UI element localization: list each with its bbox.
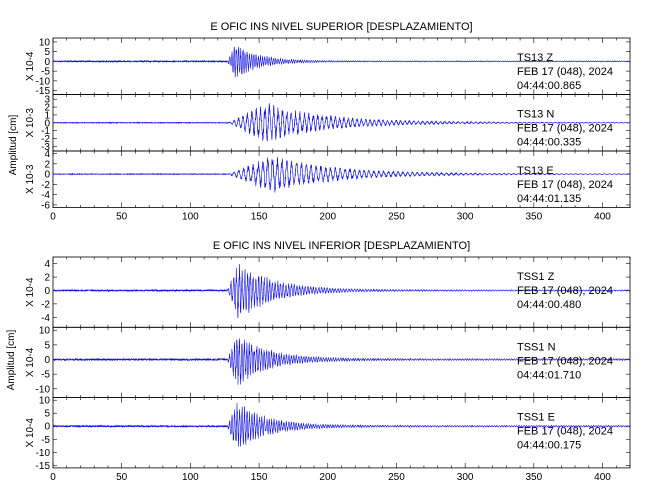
scale-label: X 10-4 [25, 347, 36, 377]
y-axis-label: Amplitud [cm] [8, 114, 19, 175]
y-axis-label: Amplitud [cm] [6, 329, 17, 390]
y-tick-label: -10 [36, 76, 51, 87]
date-label: FEB 17 (048), 2024 [517, 179, 613, 191]
y-tick-label: 0 [44, 170, 50, 181]
scale-label: X 10-4 [25, 418, 36, 448]
chart-title: E OFIC INS NIVEL INFERIOR [DESPLAZAMIENT… [213, 240, 470, 252]
station-component-label: TSS1 E [517, 412, 555, 424]
x-tick-label: 200 [319, 472, 336, 483]
x-tick-label: 100 [182, 212, 199, 223]
seismic-trace-TSS1-N [52, 338, 630, 385]
y-tick-label: -2 [41, 299, 50, 310]
y-tick-label: 0 [44, 286, 50, 297]
y-tick-label: -6 [41, 200, 50, 211]
seismic-trace-TS13-N [52, 102, 630, 142]
y-tick-label: -1 [41, 126, 50, 137]
x-tick-label: 300 [457, 472, 474, 483]
date-label: FEB 17 (048), 2024 [517, 66, 613, 78]
y-tick-label: -5 [41, 67, 50, 78]
y-tick-label: 5 [44, 409, 50, 420]
trace-panel-TSS1-E: 10 5 0 -5 -10 -15 X 10-4 TSS1 E FEB 17 (048), 20… [25, 396, 631, 472]
x-tick-label: 50 [116, 212, 128, 223]
x-tick-label: 150 [251, 212, 268, 223]
y-tick-label: 0 [44, 57, 50, 68]
x-tick-label: 350 [525, 212, 542, 223]
y-tick-label: -5 [41, 370, 50, 381]
time-label: 04:44:00.865 [517, 80, 581, 92]
y-tick-label: -2 [41, 134, 50, 145]
y-tick-label: 2 [44, 273, 50, 284]
scale-label: X 10-3 [25, 108, 36, 138]
y-tick-label: 4 [44, 259, 50, 270]
date-label: FEB 17 (048), 2024 [517, 426, 613, 438]
time-label: 04:44:01.710 [517, 369, 581, 381]
seismic-trace-TSS1-E [52, 402, 630, 447]
time-label: 04:44:00.335 [517, 137, 581, 149]
time-label: 04:44:00.175 [517, 440, 581, 452]
trace-panel-TSS1-Z: 4 2 0 -2 -4 X 10-4 TSS1 Z FEB 17 (048), 2024 04:… [25, 256, 631, 328]
time-label: 04:44:01.135 [517, 193, 581, 205]
y-tick-label: 2 [44, 159, 50, 170]
date-label: FEB 17 (048), 2024 [517, 123, 613, 135]
y-tick-label: 0 [44, 422, 50, 433]
y-tick-label: 3 [44, 95, 50, 106]
x-tick-label: 200 [319, 212, 336, 223]
y-tick-label: -10 [36, 384, 51, 395]
y-tick-label: -4 [41, 313, 50, 324]
scale-label: X 10-4 [25, 51, 36, 81]
chart-group-2: E OFIC INS NIVEL INFERIOR [DESPLAZAMIENT… [6, 240, 631, 483]
scale-label: X 10-3 [25, 164, 36, 194]
y-tick-label: 1 [44, 110, 50, 121]
station-component-label: TS13 N [517, 109, 554, 121]
time-label: 04:44:00.480 [517, 299, 581, 311]
x-tick-label: 150 [251, 472, 268, 483]
station-component-label: TS13 E [517, 165, 554, 177]
trace-panel-TSS1-N: 10 5 0 -5 -10X 10-4 TSS1 N FEB 17 (048), 2024 0… [25, 326, 631, 398]
station-component-label: TS13 Z [517, 52, 553, 64]
x-tick-label: 400 [594, 472, 611, 483]
y-tick-label: 2 [44, 103, 50, 114]
date-label: FEB 17 (048), 2024 [517, 355, 613, 367]
station-component-label: TSS1 Z [517, 271, 555, 283]
y-tick-label: -15 [36, 461, 51, 472]
trace-panel-TS13-E: 420-2-4-6 X 10-3 TS13 E FEB 17 (048), 2024 0… [25, 149, 631, 211]
y-tick-label: -3 [41, 142, 50, 153]
x-tick-label: 0 [50, 212, 56, 223]
x-tick-label: 250 [388, 472, 405, 483]
x-tick-label: 100 [182, 472, 199, 483]
y-tick-label: 10 [39, 396, 51, 407]
y-tick-label: 0 [44, 118, 50, 129]
x-tick-label: 400 [594, 212, 611, 223]
y-tick-label: -5 [41, 435, 50, 446]
seismic-trace-TS13-Z [52, 46, 631, 78]
x-tick-label: 250 [388, 212, 405, 223]
station-component-label: TSS1 N [517, 341, 556, 353]
x-tick-label: 0 [50, 472, 56, 483]
y-tick-label: 10 [39, 37, 51, 48]
x-tick-label: 50 [116, 472, 128, 483]
scale-label: X 10-4 [25, 277, 36, 307]
y-tick-label: 0 [44, 355, 50, 366]
y-tick-label: -15 [36, 86, 51, 97]
y-tick-label: 10 [39, 326, 51, 337]
y-tick-label: 5 [44, 47, 50, 58]
chart-title: E OFIC INS NIVEL SUPERIOR [DESPLAZAMIENT… [210, 21, 472, 33]
y-tick-label: 5 [44, 340, 50, 351]
y-tick-label: -2 [41, 180, 50, 191]
y-tick-label: 4 [44, 149, 50, 160]
seismic-trace-TSS1-Z [52, 263, 631, 318]
y-tick-label: -10 [36, 448, 51, 459]
date-label: FEB 17 (048), 2024 [517, 285, 613, 297]
x-tick-label: 300 [457, 212, 474, 223]
x-tick-label: 350 [525, 472, 542, 483]
y-tick-label: -4 [41, 190, 50, 201]
chart-group-1: E OFIC INS NIVEL SUPERIOR [DESPLAZAMIENT… [8, 21, 631, 223]
seismic-trace-TS13-E [52, 156, 631, 193]
